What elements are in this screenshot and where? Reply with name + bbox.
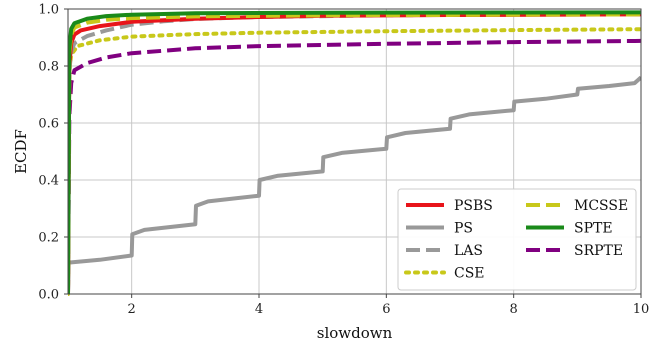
axis-ticks: 2 4 6 8 10 0.0 0.2 0.4 0.6 0.8 1.0 <box>38 3 649 318</box>
legend-label-psbs: PSBS <box>454 198 493 214</box>
legend-box <box>397 188 637 291</box>
y-tick-label: 1.0 <box>38 3 59 18</box>
x-tick-label: 2 <box>128 302 136 317</box>
y-tick-label: 0.8 <box>38 60 59 75</box>
legend-label-spte: SPTE <box>574 221 613 237</box>
legend-label-mcsse: MCSSE <box>574 198 628 214</box>
legend-label-cse: CSE <box>454 266 485 282</box>
y-axis-label: ECDF <box>12 129 30 174</box>
x-axis-label: slowdown <box>317 324 393 342</box>
x-tick-label: 4 <box>255 302 263 317</box>
legend-label-las: LAS <box>454 243 483 259</box>
series-line-ps <box>68 75 641 295</box>
x-tick-label: 8 <box>510 302 518 317</box>
y-tick-label: 0.4 <box>38 174 59 189</box>
x-tick-label: 10 <box>633 302 650 317</box>
x-tick-label: 6 <box>382 302 390 317</box>
legend-label-ps: PS <box>454 221 473 237</box>
legend-label-srpte: SRPTE <box>574 243 623 259</box>
y-tick-label: 0.2 <box>38 231 59 246</box>
legend: PSBS PS LAS CSE MCSSE SPTE SRPTE <box>397 188 637 291</box>
series-layer <box>68 10 641 296</box>
y-tick-label: 0.0 <box>38 288 59 303</box>
plot-frame <box>67 8 642 295</box>
series-line-spte <box>68 10 641 295</box>
y-tick-label: 0.6 <box>38 117 59 132</box>
